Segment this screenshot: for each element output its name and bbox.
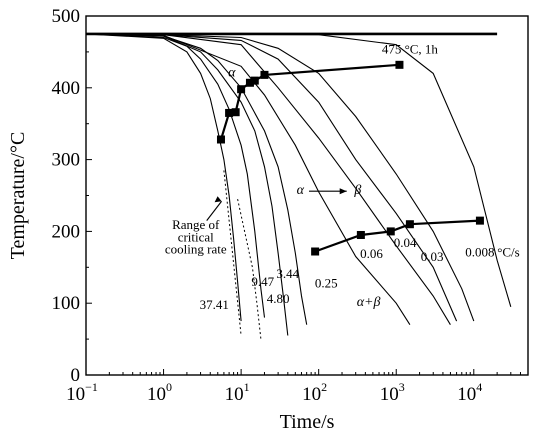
alpha-start-marker	[260, 70, 269, 79]
alpha-to-beta-beta-label: β	[353, 183, 361, 198]
x-axis-title: Time/s	[280, 411, 335, 433]
marks-layer	[214, 60, 484, 256]
cooling-curve	[85, 33, 411, 325]
y-tick-label: 0	[71, 365, 81, 386]
y-tick-label: 200	[52, 221, 81, 242]
alpha-start-marker	[250, 76, 259, 85]
alpha-beta-marker	[311, 247, 320, 256]
critical-range-arrowhead	[214, 196, 222, 203]
alpha-label: α	[228, 65, 236, 80]
cooling-curve	[85, 33, 242, 322]
x-tick-label: 103	[380, 380, 405, 405]
axes-layer	[85, 15, 529, 376]
cooling-rate-label: 0.06	[360, 246, 383, 261]
alpha-beta-marker	[475, 216, 484, 225]
cooling-rate-unit: °C/s	[497, 245, 520, 260]
x-tick-exponent: 1	[244, 380, 250, 394]
x-tick-label: 104	[457, 380, 482, 405]
x-tick-exponent: 0	[166, 380, 172, 394]
cooling-rate-label: 3.44	[276, 266, 299, 281]
cooling-rate-label: 37.41	[200, 297, 229, 312]
y-tick-label: 500	[52, 6, 81, 27]
critical-range-arrow	[206, 200, 223, 221]
alpha-start-marker	[395, 60, 404, 69]
alpha-start-marker	[231, 108, 240, 117]
cooling-curve	[85, 33, 289, 336]
y-tick-label: 400	[52, 78, 81, 99]
plot-frame	[85, 15, 529, 376]
alpha-start-marker	[225, 108, 234, 117]
x-tick-exponent: 2	[321, 380, 327, 394]
x-tick-exponent: 3	[399, 380, 405, 394]
y-tick-label: 300	[52, 150, 81, 171]
cooling-rate-label: 0.03	[421, 249, 444, 264]
critical-range-left	[223, 170, 242, 336]
y-tick-label: 100	[52, 293, 81, 314]
cooling-curve	[85, 33, 266, 318]
isotherm-label: 475 °C, 1h	[382, 41, 439, 56]
x-tick-label: 10−1	[66, 380, 98, 405]
critical-range-label-2: critical	[178, 229, 214, 244]
x-tick-label: 102	[302, 380, 327, 405]
cooling-rate-label: 4.80	[267, 291, 290, 306]
alpha-plus-beta-label: α+β	[357, 295, 381, 310]
alpha-beta-marker	[386, 227, 395, 236]
cooling-curve	[85, 33, 475, 322]
x-tick-exponent: 4	[476, 380, 482, 394]
x-tick-label: 101	[225, 380, 250, 405]
x-tick-exponent: −1	[85, 380, 98, 394]
cooling-rate-label: 0.04	[394, 235, 417, 250]
cooling-rate-label: 9.47	[251, 274, 274, 289]
alpha-beta-marker	[405, 220, 414, 229]
cooling-curve	[85, 33, 512, 307]
alpha-to-beta-arrowhead	[339, 188, 347, 195]
cooling-rate-label: 0.25	[315, 275, 338, 290]
cooling-curve	[85, 33, 451, 325]
alpha-beta-marker	[356, 230, 365, 239]
x-tick-label: 100	[147, 380, 172, 405]
alpha-start-marker	[237, 85, 246, 94]
y-axis-title: Temperature/°C	[7, 132, 29, 260]
cooling-curve	[85, 33, 308, 325]
critical-range-label-1: Range of	[172, 217, 220, 232]
cooling-curve	[85, 33, 458, 322]
cooling-rate-label: 0.008	[465, 245, 494, 260]
alpha-to-beta-alpha-label: α	[297, 183, 305, 198]
critical-range-label-3: cooling rate	[165, 242, 227, 257]
alpha-start-marker	[245, 78, 254, 87]
alpha-start-marker	[216, 135, 225, 144]
